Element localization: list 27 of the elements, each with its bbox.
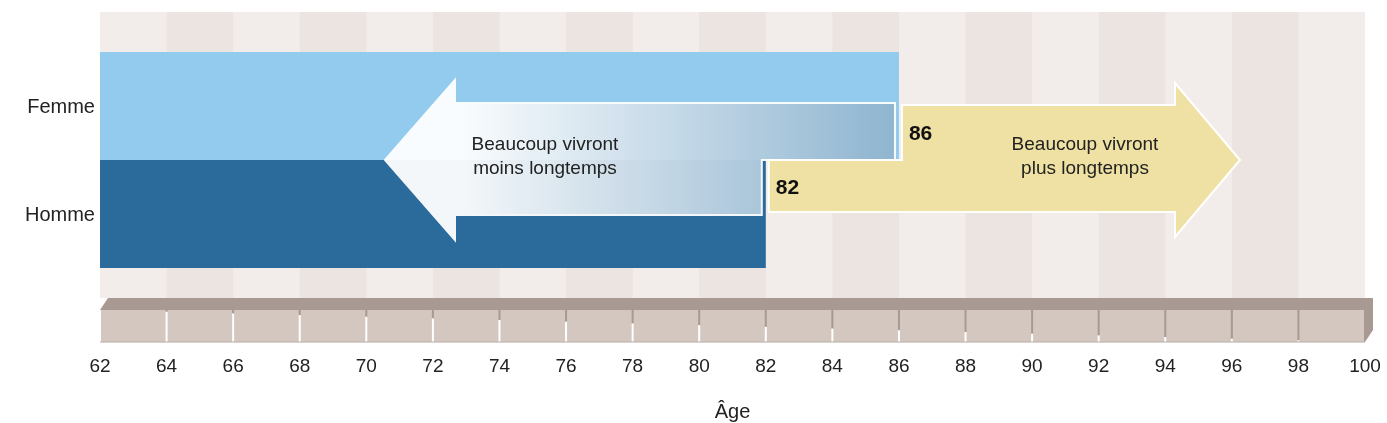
x-tick-label: 80: [688, 355, 710, 376]
x-tick-label: 74: [488, 355, 511, 376]
y-tick-label: Femme: [27, 95, 95, 117]
x-tick-label: 94: [1154, 355, 1177, 376]
x-tick-label: 62: [89, 355, 111, 376]
x-tick-label: 76: [555, 355, 577, 376]
x-tick-label: 68: [289, 355, 311, 376]
x-tick-label: 96: [1221, 355, 1243, 376]
x-tick-label: 100: [1349, 355, 1381, 376]
data-label: 86: [908, 121, 933, 144]
x-tick-label: 82: [755, 355, 777, 376]
x-axis-title: Âge: [714, 400, 751, 422]
data-label: 82: [775, 175, 800, 198]
x-tick-label: 70: [355, 355, 377, 376]
x-tick-label: 88: [954, 355, 977, 376]
x-tick-label: 92: [1088, 355, 1110, 376]
x-tick-label: 72: [422, 355, 444, 376]
x-tick-label: 86: [888, 355, 910, 376]
annotation: Beaucoup vivront moins longtemps: [471, 133, 620, 178]
x-tick-label: 90: [1021, 355, 1043, 376]
annotation: Beaucoup vivront plus longtemps: [1011, 133, 1160, 178]
x-tick-label: 64: [156, 355, 178, 376]
y-tick-label: Homme: [24, 203, 95, 225]
x-tick-label: 98: [1287, 355, 1309, 376]
x-tick-label: 66: [222, 355, 244, 376]
x-tick-label: 84: [821, 355, 844, 376]
x-tick-label: 78: [622, 355, 644, 376]
